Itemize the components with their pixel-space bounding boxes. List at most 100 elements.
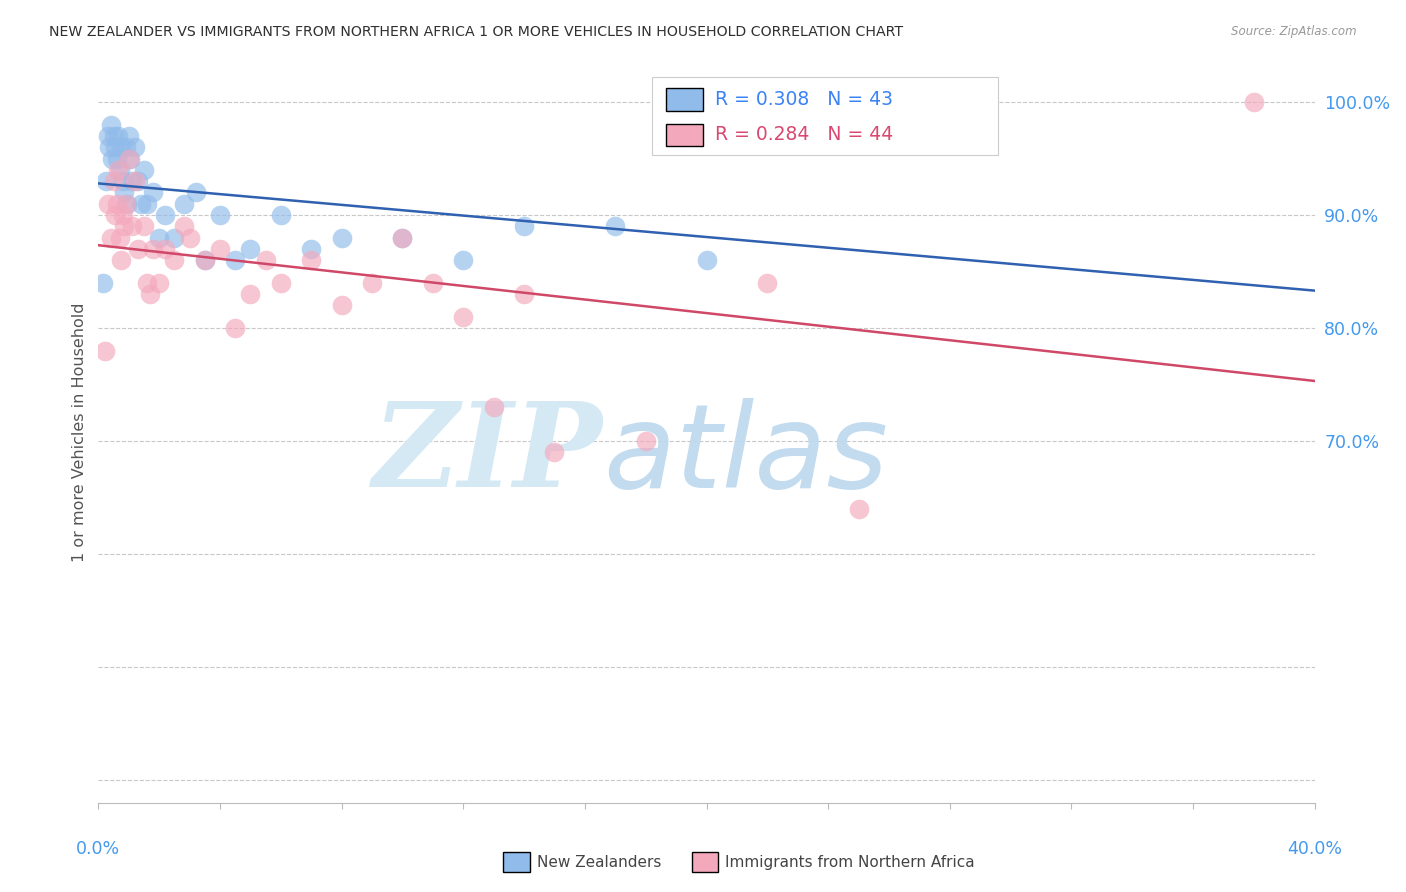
Text: R = 0.308   N = 43: R = 0.308 N = 43 — [716, 90, 893, 109]
Point — [118, 128, 141, 143]
Point — [634, 434, 657, 449]
Point — [209, 242, 232, 256]
Point — [270, 208, 292, 222]
Point — [224, 321, 246, 335]
Point — [173, 219, 195, 234]
Point — [1243, 95, 1265, 109]
Text: Source: ZipAtlas.com: Source: ZipAtlas.com — [1232, 25, 1357, 38]
Point — [391, 230, 413, 244]
Point — [96, 128, 118, 143]
Point — [330, 298, 353, 312]
Point — [163, 230, 186, 244]
Point — [129, 196, 152, 211]
Point — [756, 276, 779, 290]
Point — [107, 128, 129, 143]
Point — [124, 140, 146, 154]
Y-axis label: 1 or more Vehicles in Household: 1 or more Vehicles in Household — [72, 303, 87, 562]
Point — [209, 208, 232, 222]
Point — [118, 152, 141, 166]
Point — [254, 253, 277, 268]
Point — [184, 186, 207, 200]
Point — [194, 253, 217, 268]
Point — [142, 242, 165, 256]
Point — [117, 196, 139, 211]
Text: R = 0.284   N = 44: R = 0.284 N = 44 — [716, 126, 893, 145]
Point — [132, 219, 155, 234]
Point — [299, 242, 322, 256]
Point — [101, 152, 124, 166]
Point — [148, 230, 170, 244]
Point — [696, 253, 718, 268]
Point — [848, 128, 870, 143]
Point — [111, 174, 134, 188]
Point — [100, 118, 122, 132]
Point — [112, 219, 135, 234]
Point — [148, 276, 170, 290]
Point — [155, 242, 177, 256]
Point — [163, 253, 186, 268]
Point — [105, 196, 128, 211]
Point — [270, 276, 292, 290]
Point — [100, 230, 122, 244]
Point — [848, 502, 870, 516]
Point — [111, 208, 134, 222]
Point — [108, 230, 131, 244]
Point — [112, 186, 135, 200]
Point — [391, 230, 413, 244]
Point — [513, 287, 536, 301]
Point — [120, 152, 142, 166]
Point — [93, 343, 115, 358]
Point — [330, 230, 353, 244]
Point — [121, 174, 143, 188]
Point — [155, 208, 177, 222]
Point — [104, 140, 127, 154]
Point — [173, 196, 195, 211]
Point — [96, 196, 118, 211]
Point — [91, 276, 114, 290]
Point — [114, 140, 136, 154]
Text: New Zealanders: New Zealanders — [537, 855, 661, 870]
Point — [136, 196, 159, 211]
Point — [179, 230, 201, 244]
Point — [139, 287, 162, 301]
Point — [98, 140, 121, 154]
Point — [108, 162, 131, 177]
Point — [105, 152, 128, 166]
Point — [132, 162, 155, 177]
Point — [239, 287, 262, 301]
Point — [127, 174, 149, 188]
FancyBboxPatch shape — [666, 124, 703, 146]
Point — [361, 276, 384, 290]
Point — [543, 445, 565, 459]
Point — [107, 162, 129, 177]
Point — [513, 219, 536, 234]
Point — [94, 174, 117, 188]
FancyBboxPatch shape — [666, 88, 703, 111]
Point — [422, 276, 444, 290]
Point — [103, 128, 125, 143]
Point — [124, 174, 146, 188]
Point — [194, 253, 217, 268]
Point — [110, 140, 132, 154]
Point — [239, 242, 262, 256]
Point — [299, 253, 322, 268]
Point — [605, 219, 627, 234]
Point — [110, 253, 132, 268]
Text: atlas: atlas — [603, 398, 889, 512]
Text: 0.0%: 0.0% — [76, 840, 121, 858]
Text: NEW ZEALANDER VS IMMIGRANTS FROM NORTHERN AFRICA 1 OR MORE VEHICLES IN HOUSEHOLD: NEW ZEALANDER VS IMMIGRANTS FROM NORTHER… — [49, 25, 903, 39]
Point — [142, 186, 165, 200]
Point — [453, 253, 475, 268]
Text: ZIP: ZIP — [373, 397, 603, 512]
Point — [103, 174, 125, 188]
Point — [482, 400, 505, 414]
Point — [114, 196, 136, 211]
Point — [127, 242, 149, 256]
Point — [136, 276, 159, 290]
Text: Immigrants from Northern Africa: Immigrants from Northern Africa — [725, 855, 976, 870]
Point — [224, 253, 246, 268]
FancyBboxPatch shape — [652, 78, 998, 155]
Text: 40.0%: 40.0% — [1286, 840, 1343, 858]
Point — [121, 219, 143, 234]
Point — [453, 310, 475, 324]
